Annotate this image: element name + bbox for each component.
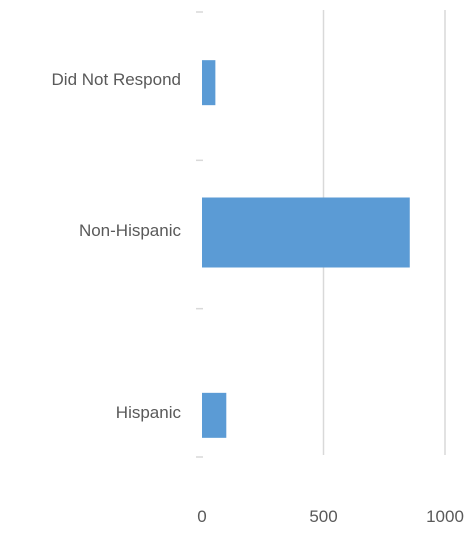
x-tick-label: 1000 (426, 507, 464, 526)
bar-did-not-respond (202, 60, 216, 106)
x-tick-labels: 0 500 1000 (197, 507, 464, 526)
category-label: Did Not Respond (52, 70, 181, 89)
category-label: Non-Hispanic (79, 221, 182, 240)
bars (202, 60, 410, 438)
x-tick-label: 0 (197, 507, 206, 526)
x-tick-label: 500 (309, 507, 337, 526)
category-axis (196, 11, 203, 458)
category-labels: Did Not Respond Non-Hispanic Hispanic (52, 70, 182, 422)
category-label: Hispanic (116, 403, 182, 422)
bar-non-hispanic (202, 197, 410, 268)
bar-hispanic (202, 392, 227, 438)
